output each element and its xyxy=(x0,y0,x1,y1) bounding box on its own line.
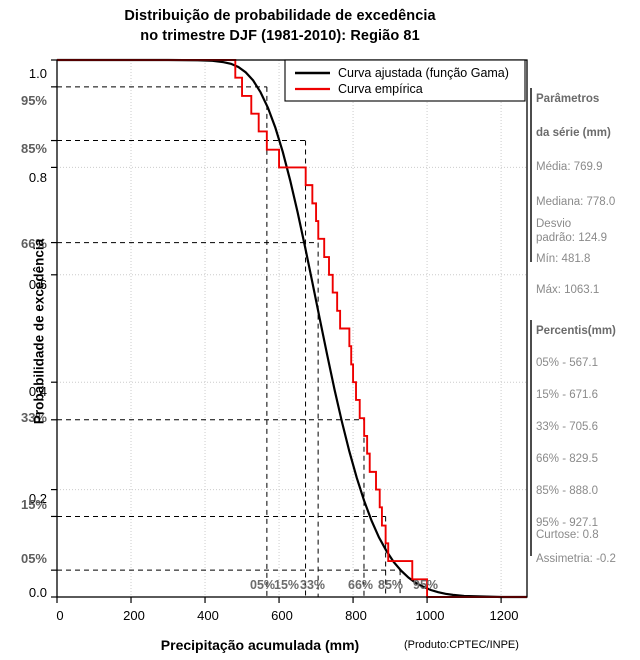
params-media: Média: 769.9 xyxy=(536,161,603,173)
percentil-15: 15% - 671.6 xyxy=(536,389,599,401)
inplot-pct-15: 15% xyxy=(274,578,300,592)
ytick-0.8: 0.8 xyxy=(28,170,47,185)
xtick-1200: 1200 xyxy=(489,608,519,623)
percentil-33: 33% - 705.6 xyxy=(536,421,599,433)
xtick-800: 800 xyxy=(345,608,367,623)
legend-box xyxy=(284,59,526,102)
params-header-line2: da série (mm) xyxy=(536,127,611,139)
ytick-pct-95: 95% xyxy=(20,93,47,108)
params-header-line1: Parâmetros xyxy=(536,93,600,105)
ytick-0.6: 0.6 xyxy=(28,277,47,292)
inplot-pct-66: 66% xyxy=(348,578,374,592)
legend xyxy=(284,59,526,102)
percentil-85: 85% - 888.0 xyxy=(536,485,599,497)
inplot-pct-33: 33% xyxy=(300,578,326,592)
params-max: Máx: 1063.1 xyxy=(536,284,600,296)
inplot-pct-85: 85% xyxy=(378,578,404,592)
ytick-pct-66: 66% xyxy=(20,236,47,251)
percentil-05: 05% - 567.1 xyxy=(536,357,599,369)
stat-curtose: Curtose: 0.8 xyxy=(536,529,599,541)
xtick-200: 200 xyxy=(123,608,145,623)
params-mediana: Mediana: 778.0 xyxy=(536,196,616,208)
xtick-600: 600 xyxy=(271,608,293,623)
ytick-1.0: 1.0 xyxy=(28,66,47,81)
legend-label-empirical: Curva empírica xyxy=(338,82,423,96)
inplot-pct-05: 05% xyxy=(250,578,276,592)
axis-ticks xyxy=(51,59,502,603)
percentis-header: Percentis(mm) xyxy=(536,325,616,337)
ytick-pct-05: 05% xyxy=(20,551,47,566)
ytick-pct-33: 33% xyxy=(20,410,47,425)
percentil-95: 95% - 927.1 xyxy=(536,517,599,529)
xtick-400: 400 xyxy=(197,608,219,623)
ytick-pct-85: 85% xyxy=(20,141,47,156)
xtick-1000: 1000 xyxy=(415,608,445,623)
legend-label-fitted: Curva ajustada (função Gama) xyxy=(338,66,509,80)
data-series xyxy=(57,58,527,599)
xtick-0: 0 xyxy=(56,608,64,623)
chart-title: Distribuição de probabilidade de excedên… xyxy=(0,6,560,46)
x-axis-title: Precipitação acumulada (mm) xyxy=(160,637,360,653)
params-desvio-line1: Desvio xyxy=(536,218,572,230)
inplot-pct-95: 95% xyxy=(413,578,439,592)
percentile-guides xyxy=(57,86,401,597)
chart-title-line2: no trimestre DJF (1981-2010): Região 81 xyxy=(140,28,420,44)
chart-title-line1: Distribuição de probabilidade de excedên… xyxy=(124,8,436,24)
ytick-0.2: 0.2 xyxy=(28,491,47,506)
stat-assimetria: Assimetria: -0.2 xyxy=(536,553,616,565)
params-min: Mín: 481.8 xyxy=(536,253,591,265)
source-note: (Produto:CPTEC/INPE) xyxy=(404,639,519,651)
ytick-0.0: 0.0 xyxy=(28,585,47,600)
ytick-0.4: 0.4 xyxy=(28,384,47,399)
params-desvio-line2: padrão: 124.9 xyxy=(536,232,607,244)
percentil-66: 66% - 829.5 xyxy=(536,453,599,465)
plot-background xyxy=(57,60,527,597)
ytick-pct-15: 15% xyxy=(20,497,47,512)
y-axis-title: Probabilidade de excedência xyxy=(31,238,47,425)
